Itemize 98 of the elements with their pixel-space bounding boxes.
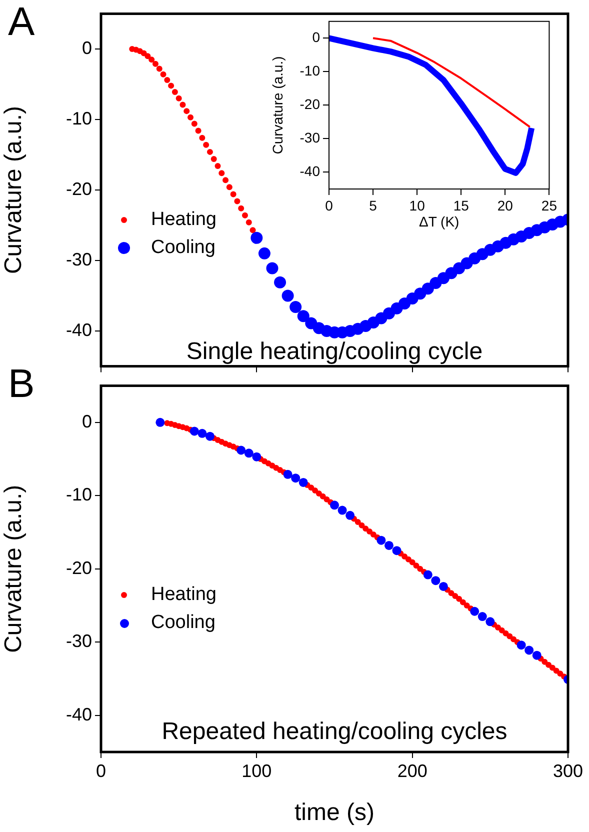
- annotation: Single heating/cooling cycle: [185, 338, 484, 366]
- point: [144, 53, 151, 60]
- y-tick-label: -40: [300, 163, 320, 180]
- point: [214, 163, 221, 170]
- point: [423, 570, 432, 580]
- point: [532, 650, 542, 660]
- point: [338, 506, 347, 515]
- text: A: [8, 0, 35, 45]
- legend-label: Heating: [151, 584, 216, 606]
- point: [250, 227, 256, 234]
- point: [230, 191, 236, 198]
- x-tick-label: 10: [409, 197, 426, 214]
- point: [190, 426, 199, 436]
- point: [191, 120, 198, 127]
- y-tick-label: -40: [66, 704, 92, 724]
- x-tick-label: 5: [369, 197, 378, 214]
- point: [222, 177, 229, 184]
- point: [184, 108, 190, 114]
- point: [199, 134, 206, 141]
- x-axis-title: time (s): [294, 799, 374, 826]
- annotation: Repeated heating/cooling cycles: [160, 718, 508, 746]
- point: [346, 510, 355, 520]
- x-tick-label: 25: [541, 197, 558, 214]
- y-tick-label: 0: [82, 38, 92, 58]
- y-tick-label: -20: [300, 96, 320, 112]
- point: [384, 540, 394, 550]
- y-tick-label: 0: [312, 29, 320, 46]
- x-tick-label: 200: [397, 760, 428, 781]
- point: [206, 148, 213, 155]
- point: [524, 646, 534, 655]
- point: [195, 128, 202, 134]
- y-axis-title: Curvature (a.u.): [0, 484, 28, 653]
- point: [283, 470, 292, 479]
- y-tick-label: -10: [66, 484, 92, 505]
- x-tick-label: 300: [552, 760, 584, 781]
- point: [180, 102, 186, 108]
- point: [431, 576, 440, 586]
- x-tick-label: 20: [497, 197, 514, 214]
- y-tick-label: -10: [66, 108, 92, 128]
- legend-label: Cooling: [151, 612, 216, 634]
- point: [246, 219, 252, 226]
- point: [282, 290, 294, 302]
- point: [176, 95, 182, 102]
- point: [298, 478, 308, 487]
- point: [376, 536, 386, 545]
- point: [438, 582, 448, 591]
- point: [470, 606, 480, 616]
- point: [156, 66, 162, 72]
- point: [250, 232, 263, 244]
- x-tick-label: 0: [325, 197, 334, 214]
- point: [205, 432, 214, 441]
- point: [188, 114, 194, 120]
- point: [242, 212, 248, 218]
- text: B: [8, 362, 35, 407]
- point: [218, 170, 225, 176]
- point: [244, 448, 254, 458]
- y-tick-label: -30: [300, 130, 320, 146]
- y-tick-label: -40: [66, 320, 92, 340]
- point: [516, 640, 526, 650]
- point: [168, 82, 174, 89]
- point: [210, 156, 217, 162]
- point: [198, 428, 207, 438]
- y-tick-label: -20: [66, 558, 92, 578]
- y-tick-label: -20: [66, 178, 92, 199]
- y-tick-label: -10: [300, 62, 320, 79]
- point: [478, 612, 487, 622]
- point: [156, 418, 165, 427]
- point: [258, 247, 270, 260]
- y-tick-label: -30: [66, 249, 92, 270]
- x-axis-title: ΔT (K): [419, 213, 460, 230]
- y-tick-label: 0: [82, 411, 92, 432]
- point: [290, 300, 302, 313]
- point: [160, 71, 166, 78]
- point: [274, 276, 286, 288]
- point: [164, 77, 170, 84]
- point: [148, 56, 155, 63]
- point: [486, 617, 495, 626]
- legend-label: Cooling: [151, 237, 216, 260]
- point: [172, 89, 178, 96]
- point: [330, 500, 339, 510]
- point: [152, 60, 158, 67]
- point: [291, 474, 300, 483]
- y-axis-title: Curvature (a.u.): [0, 106, 28, 274]
- point: [203, 142, 210, 148]
- x-tick-label: 15: [453, 197, 470, 214]
- x-tick-label: 100: [242, 760, 272, 781]
- point: [236, 446, 246, 455]
- legend-label: Heating: [151, 209, 216, 232]
- x-tick-label: 0: [96, 760, 106, 781]
- point: [226, 184, 232, 190]
- point: [252, 452, 262, 462]
- point: [238, 205, 244, 212]
- y-axis-title: Curvature (a.u.): [269, 56, 286, 154]
- point: [297, 310, 310, 322]
- y-tick-label: -30: [66, 631, 92, 652]
- point: [266, 262, 278, 274]
- point: [234, 198, 240, 204]
- point: [392, 546, 402, 556]
